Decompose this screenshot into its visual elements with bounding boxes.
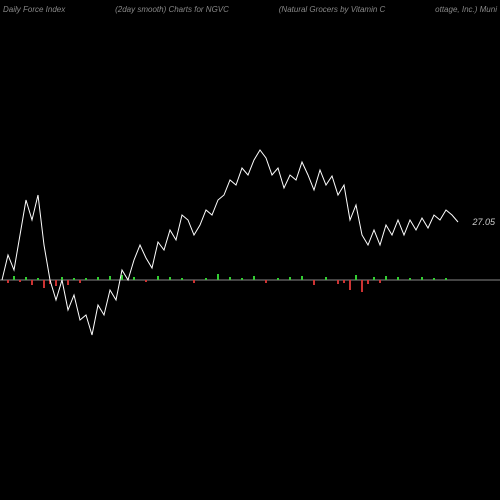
chart-header: Daily Force Index (2day smooth) Charts f… (0, 5, 500, 14)
chart-area (0, 20, 500, 500)
current-price-label: 27.05 (472, 217, 495, 227)
header-left: Daily Force Index (3, 5, 65, 14)
header-right: ottage, Inc.) Muni (435, 5, 497, 14)
header-center-left: (2day smooth) Charts for NGVC (115, 5, 229, 14)
price-chart (0, 20, 500, 500)
header-center-right: (Natural Grocers by Vitamin C (279, 5, 386, 14)
